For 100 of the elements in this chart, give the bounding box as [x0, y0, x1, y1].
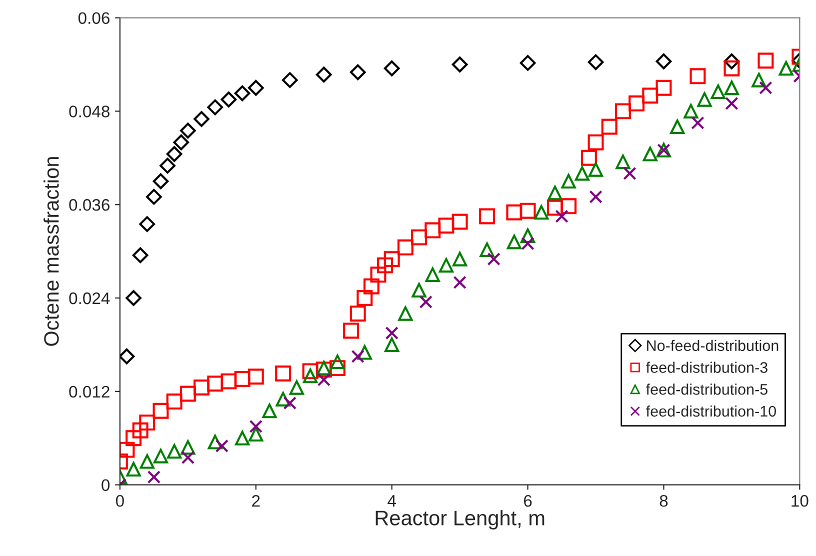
x-tick-label: 2: [252, 494, 260, 507]
point: [561, 174, 576, 189]
point: [520, 228, 536, 244]
y-tick-label: 0.036: [69, 199, 110, 211]
point: [140, 454, 154, 469]
point: [752, 72, 766, 88]
point: [412, 282, 426, 298]
point: [167, 444, 182, 459]
point: [351, 350, 364, 363]
point: [670, 119, 685, 134]
point: [120, 442, 135, 458]
point: [534, 205, 549, 220]
point: [180, 386, 196, 402]
point: [588, 162, 604, 177]
point: [580, 150, 597, 166]
point: [398, 306, 413, 321]
point: [194, 380, 210, 396]
point: [370, 266, 386, 283]
point: [166, 394, 182, 410]
point: [616, 154, 630, 170]
point: [628, 95, 645, 112]
point: [506, 204, 522, 220]
point: [419, 295, 432, 309]
point: [520, 202, 536, 219]
point: [520, 55, 536, 71]
point: [302, 368, 318, 384]
point: [588, 54, 604, 70]
point: [411, 229, 428, 246]
point: [724, 60, 740, 76]
point: [438, 218, 454, 234]
point: [180, 440, 196, 455]
point: [350, 306, 366, 322]
point: [588, 134, 604, 150]
point: [282, 72, 298, 88]
y-tick-label: 0: [102, 479, 110, 492]
point: [521, 236, 534, 250]
point: [317, 373, 330, 386]
point: [316, 66, 332, 83]
point: [262, 404, 277, 418]
point: [329, 360, 346, 376]
point: [208, 434, 222, 450]
point: [724, 53, 740, 70]
point: [153, 448, 168, 464]
point: [363, 278, 380, 294]
point: [152, 402, 169, 419]
point: [248, 426, 264, 442]
point: [452, 214, 468, 230]
point: [275, 366, 292, 382]
x-tick-label: 0: [116, 494, 124, 507]
x-axis-title: Reactor Lenght, m: [376, 510, 544, 530]
point: [560, 198, 577, 214]
point: [546, 200, 563, 216]
point: [385, 326, 398, 340]
point: [173, 134, 190, 150]
point: [438, 258, 454, 273]
point: [235, 430, 250, 446]
point: [548, 186, 562, 200]
point: [166, 146, 182, 162]
point: [249, 420, 262, 434]
point: [601, 118, 618, 135]
point: [384, 337, 400, 352]
y-tick-label: 0.048: [69, 106, 110, 118]
point: [623, 166, 636, 180]
point: [220, 92, 237, 108]
point: [710, 84, 726, 100]
point: [724, 80, 739, 96]
point: [181, 450, 195, 464]
point: [126, 462, 141, 477]
point: [207, 376, 224, 392]
point: [234, 370, 250, 387]
point: [343, 322, 360, 339]
x-tick-label: 6: [524, 494, 532, 507]
y-tick-label: 0.012: [69, 386, 110, 398]
point: [642, 146, 658, 162]
y-tick-label: 0.024: [69, 292, 110, 304]
point: [120, 348, 135, 364]
legend-label: feed-distribution-5: [646, 384, 768, 395]
point: [357, 345, 372, 360]
point: [778, 61, 794, 76]
point: [690, 68, 706, 84]
point: [452, 56, 468, 72]
point: [132, 422, 148, 438]
point: [220, 373, 237, 390]
x-tick-label: 4: [388, 495, 396, 507]
point: [725, 96, 738, 110]
point: [697, 92, 712, 107]
point: [276, 392, 290, 407]
point: [126, 290, 142, 306]
point: [480, 242, 494, 258]
point: [147, 470, 161, 484]
point: [215, 439, 229, 453]
point: [425, 267, 440, 282]
point: [656, 53, 672, 70]
point: [656, 80, 672, 96]
point: [248, 80, 264, 96]
point: [350, 64, 366, 80]
point: [589, 190, 602, 204]
point: [691, 116, 704, 130]
point: [194, 111, 210, 127]
point: [614, 103, 631, 120]
